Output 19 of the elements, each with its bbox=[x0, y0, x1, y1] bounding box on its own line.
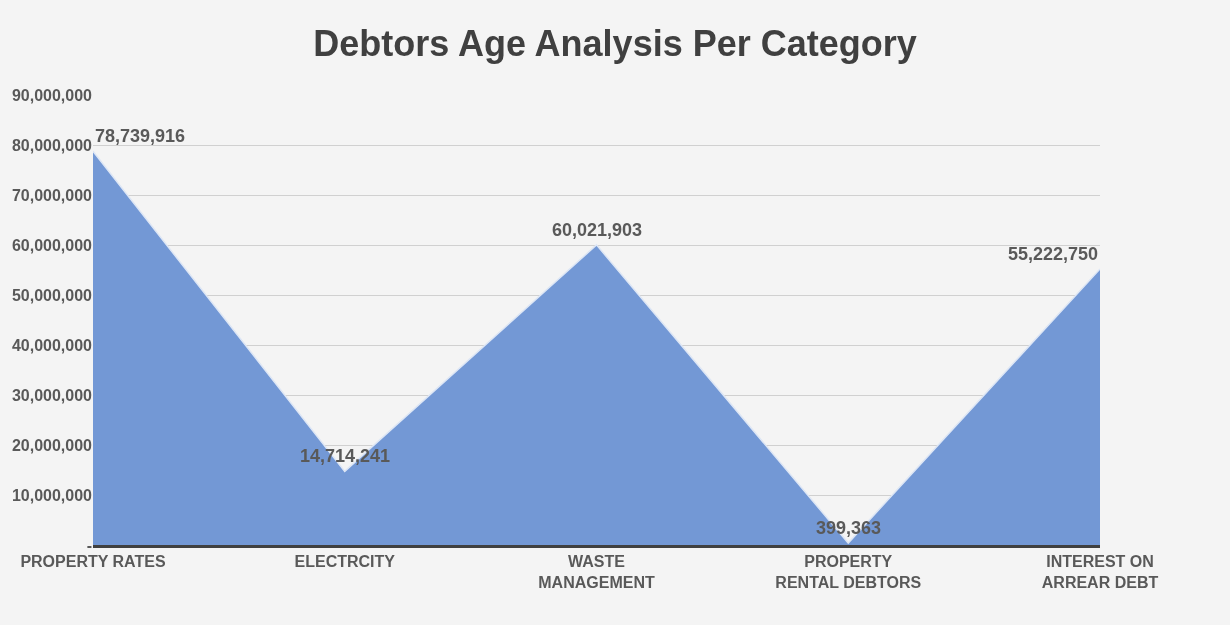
data-label: 55,222,750 bbox=[1008, 244, 1099, 264]
x-tick-label: INTEREST ON ARREAR DEBT bbox=[1041, 553, 1159, 591]
data-label: 78,739,916 bbox=[95, 126, 186, 146]
y-tick-label: 40,000,000 bbox=[11, 336, 93, 354]
y-tick-label: 70,000,000 bbox=[11, 186, 93, 204]
y-tick-label: 60,000,000 bbox=[11, 236, 93, 254]
x-tick-label: PROPERTY RATES bbox=[20, 553, 166, 571]
y-tick-label: 10,000,000 bbox=[11, 486, 93, 504]
y-tick-label: 50,000,000 bbox=[11, 286, 93, 304]
y-tick-label: 30,000,000 bbox=[11, 386, 93, 404]
y-tick-label: 20,000,000 bbox=[11, 436, 93, 454]
x-tick-label: WASTE MANAGEMENT bbox=[538, 553, 655, 591]
y-tick-label: 80,000,000 bbox=[11, 136, 93, 154]
chart-title: Debtors Age Analysis Per Category bbox=[313, 23, 917, 65]
x-tick-label: PROPERTY RENTAL DEBTORS bbox=[775, 553, 922, 591]
y-tick-label: - bbox=[86, 536, 92, 554]
y-tick-label: 90,000,000 bbox=[11, 86, 93, 104]
x-tick-label: ELECTRCITY bbox=[294, 553, 396, 571]
data-label: 60,021,903 bbox=[552, 220, 643, 240]
